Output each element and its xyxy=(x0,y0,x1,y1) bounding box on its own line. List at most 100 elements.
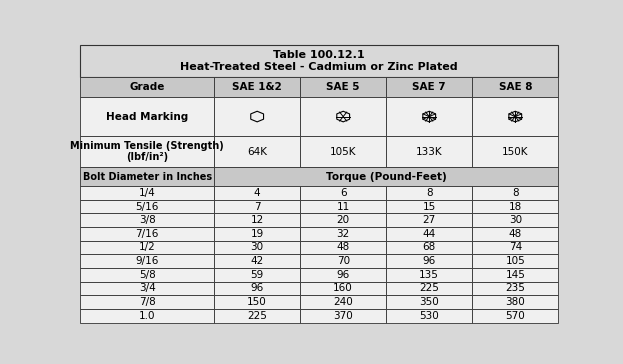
Text: 59: 59 xyxy=(250,270,264,280)
Bar xyxy=(214,200,300,213)
Text: 30: 30 xyxy=(250,242,264,253)
Bar xyxy=(472,77,558,97)
Text: 20: 20 xyxy=(336,215,350,225)
Bar xyxy=(472,186,558,200)
Text: 145: 145 xyxy=(505,270,525,280)
Text: SAE 1&2: SAE 1&2 xyxy=(232,82,282,92)
Text: 225: 225 xyxy=(247,311,267,321)
Text: 370: 370 xyxy=(333,311,353,321)
Bar xyxy=(300,295,386,309)
Text: 44: 44 xyxy=(422,229,436,239)
Bar xyxy=(80,167,214,186)
Text: 48: 48 xyxy=(336,242,350,253)
Bar xyxy=(80,282,214,295)
Text: 570: 570 xyxy=(505,311,525,321)
Text: 105K: 105K xyxy=(330,147,356,157)
Text: 96: 96 xyxy=(422,256,436,266)
Text: SAE 8: SAE 8 xyxy=(498,82,532,92)
Text: 8: 8 xyxy=(512,188,518,198)
Bar xyxy=(386,254,472,268)
Bar xyxy=(386,268,472,282)
Text: 8: 8 xyxy=(426,188,432,198)
Bar xyxy=(80,136,214,167)
Bar xyxy=(300,309,386,323)
Text: Torque (Pound-Feet): Torque (Pound-Feet) xyxy=(326,171,447,182)
Bar xyxy=(214,282,300,295)
Text: 133K: 133K xyxy=(416,147,442,157)
Bar xyxy=(80,186,214,200)
Text: 350: 350 xyxy=(419,297,439,307)
Text: Grade: Grade xyxy=(130,82,165,92)
Text: 7/16: 7/16 xyxy=(136,229,159,239)
Bar xyxy=(386,77,472,97)
Bar xyxy=(300,254,386,268)
Bar xyxy=(472,282,558,295)
Bar xyxy=(300,227,386,241)
Text: 96: 96 xyxy=(250,284,264,293)
Bar xyxy=(80,213,214,227)
Text: 530: 530 xyxy=(419,311,439,321)
Bar xyxy=(472,200,558,213)
Bar xyxy=(300,241,386,254)
Text: 32: 32 xyxy=(336,229,350,239)
Text: 240: 240 xyxy=(333,297,353,307)
Text: Bolt Diameter in Inches: Bolt Diameter in Inches xyxy=(83,171,212,182)
Text: 30: 30 xyxy=(509,215,522,225)
Text: 235: 235 xyxy=(505,284,525,293)
Bar xyxy=(300,97,386,136)
Bar xyxy=(80,97,214,136)
Bar xyxy=(300,213,386,227)
Text: 150K: 150K xyxy=(502,147,528,157)
Bar xyxy=(214,77,300,97)
Bar xyxy=(472,136,558,167)
Text: 42: 42 xyxy=(250,256,264,266)
Text: 380: 380 xyxy=(505,297,525,307)
Text: 5/16: 5/16 xyxy=(136,202,159,211)
Bar xyxy=(80,309,214,323)
Text: 68: 68 xyxy=(422,242,436,253)
Bar xyxy=(386,186,472,200)
Bar xyxy=(472,254,558,268)
Text: 64K: 64K xyxy=(247,147,267,157)
Text: 7/8: 7/8 xyxy=(139,297,156,307)
Text: 150: 150 xyxy=(247,297,267,307)
Text: Minimum Tensile (Strength)
(lbf/in²): Minimum Tensile (Strength) (lbf/in²) xyxy=(70,141,224,162)
Bar xyxy=(472,97,558,136)
Text: 19: 19 xyxy=(250,229,264,239)
Text: Head Marking: Head Marking xyxy=(106,111,188,122)
Text: SAE 7: SAE 7 xyxy=(412,82,446,92)
Bar xyxy=(386,282,472,295)
Bar xyxy=(300,136,386,167)
Bar xyxy=(472,268,558,282)
Text: 6: 6 xyxy=(340,188,346,198)
Bar xyxy=(214,213,300,227)
Bar xyxy=(472,295,558,309)
Bar xyxy=(300,268,386,282)
Text: 3/8: 3/8 xyxy=(139,215,156,225)
Bar xyxy=(386,136,472,167)
Text: 74: 74 xyxy=(508,242,522,253)
Bar xyxy=(386,241,472,254)
Bar xyxy=(386,309,472,323)
Text: Heat-Treated Steel - Cadmium or Zinc Plated: Heat-Treated Steel - Cadmium or Zinc Pla… xyxy=(181,62,458,72)
Text: 4: 4 xyxy=(254,188,260,198)
Bar xyxy=(386,227,472,241)
Text: 1.0: 1.0 xyxy=(139,311,156,321)
Bar xyxy=(80,268,214,282)
Text: 9/16: 9/16 xyxy=(136,256,159,266)
Bar xyxy=(80,254,214,268)
Bar xyxy=(472,241,558,254)
Text: 15: 15 xyxy=(422,202,436,211)
Text: 18: 18 xyxy=(508,202,522,211)
Text: 48: 48 xyxy=(508,229,522,239)
Bar xyxy=(214,295,300,309)
Text: 96: 96 xyxy=(336,270,350,280)
Text: 5/8: 5/8 xyxy=(139,270,156,280)
Bar xyxy=(80,227,214,241)
Bar xyxy=(300,186,386,200)
Bar xyxy=(214,167,558,186)
Bar xyxy=(214,309,300,323)
Text: 7: 7 xyxy=(254,202,260,211)
Bar xyxy=(472,227,558,241)
Bar xyxy=(472,213,558,227)
